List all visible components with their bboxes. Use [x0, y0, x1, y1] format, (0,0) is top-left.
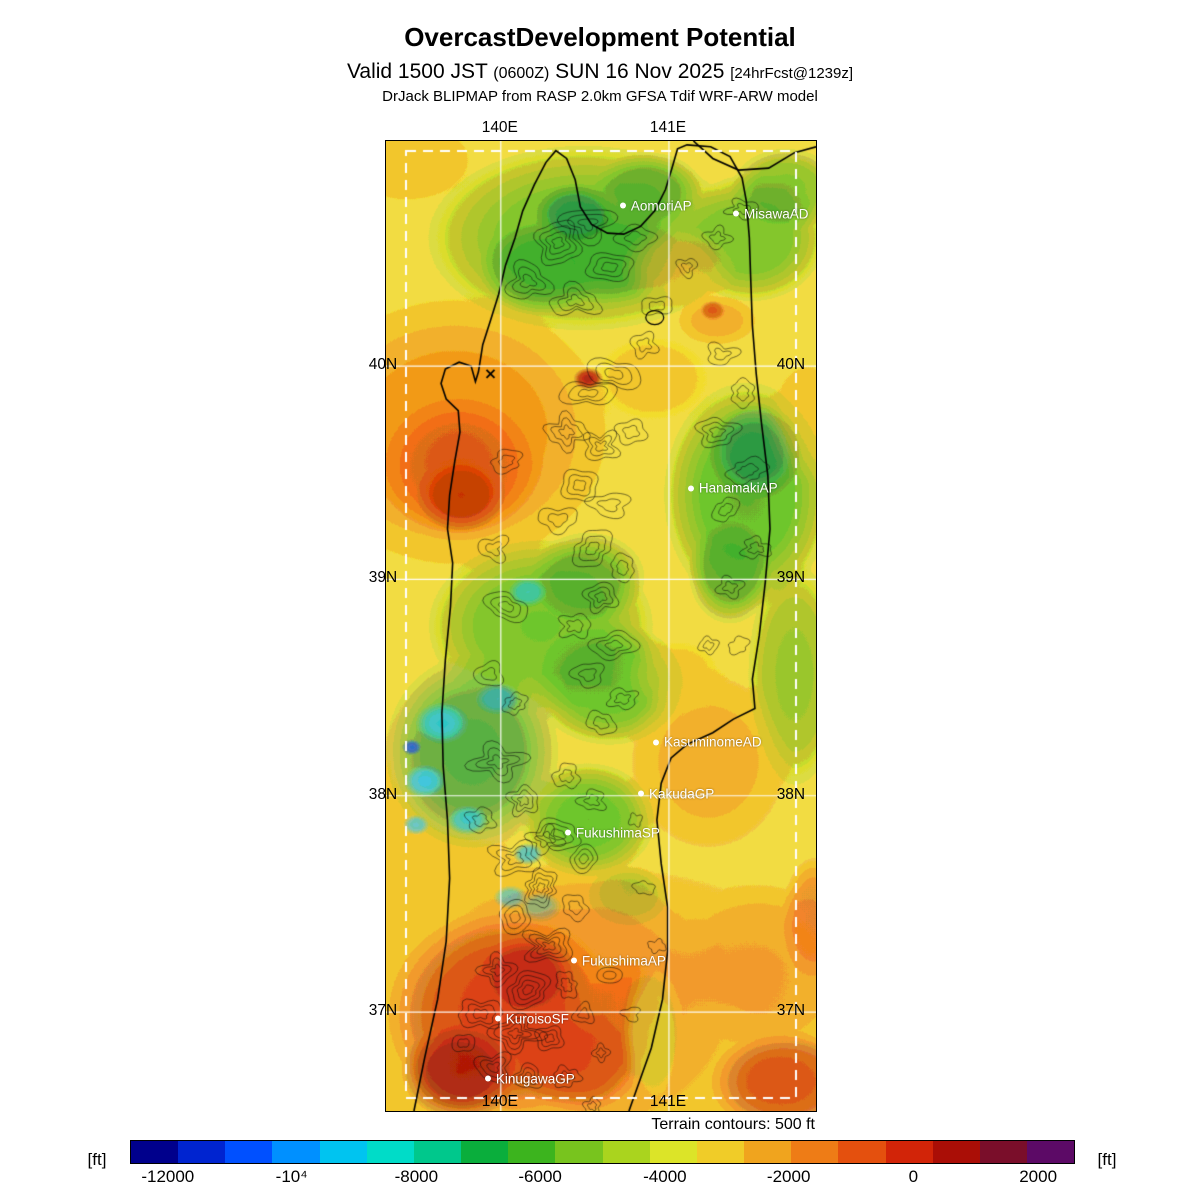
colorbar-segment-0 [131, 1141, 179, 1163]
colorbar-segment-14 [791, 1141, 839, 1163]
station-KuroisoSF: KuroisoSF [494, 1011, 569, 1027]
lat-label-right-37N: 37N [776, 1002, 806, 1020]
lat-label-left-37N: 37N [368, 1002, 398, 1020]
colorbar-segment-10 [602, 1141, 650, 1163]
colorbar-segment-16 [885, 1141, 933, 1163]
station-dot-icon [637, 790, 644, 797]
station-label: KuroisoSF [505, 1011, 569, 1027]
lat-label-left-39N: 39N [368, 569, 398, 587]
station-KasuminomeAD: KasuminomeAD [653, 735, 762, 750]
lon-label-top-141E: 141E [649, 119, 687, 136]
colorbar-segment-17 [932, 1141, 980, 1163]
colorbar-segment-18 [979, 1141, 1027, 1163]
station-HanamakiAP: HanamakiAP [687, 480, 778, 496]
lon-label-bottom-140E: 140E [481, 1093, 518, 1110]
station-FukushimaAP: FukushimaAP [570, 953, 666, 969]
lat-label-right-39N: 39N [776, 569, 806, 587]
colorbar-segment-13 [744, 1141, 792, 1163]
colorbar-tick--4000: -4000 [643, 1167, 687, 1186]
station-FukushimaSP: FukushimaSP [564, 825, 660, 841]
station-label: KinugawaGP [495, 1071, 575, 1087]
lat-label-right-38N: 38N [776, 785, 806, 803]
lon-label-bottom-141E: 141E [649, 1093, 687, 1110]
valid-fcst: [24hrFcst@1239z] [730, 65, 854, 82]
colorbar-tick-0: 0 [908, 1167, 919, 1186]
colorbar-tick--2000: -2000 [766, 1167, 811, 1186]
station-dot-icon [653, 739, 660, 746]
station-label: AomoriAP [630, 198, 692, 214]
colorbar-segment-7 [461, 1141, 509, 1163]
colorbar-segment-8 [508, 1141, 556, 1163]
model-line: DrJack BLIPMAP from RASP 2.0km GFSA Tdif… [382, 88, 818, 105]
station-dot-icon [484, 1075, 491, 1082]
colorbar-tick--12000: -12000 [141, 1167, 195, 1186]
station-label: FukushimaSP [575, 825, 660, 841]
colorbar-segment-4 [319, 1141, 367, 1163]
map-canvas [386, 141, 816, 1111]
lon-label-top-140E: 140E [481, 119, 518, 136]
station-dot-icon [733, 210, 740, 217]
station-MisawaAD: MisawaAD [733, 206, 809, 221]
lat-label-left-38N: 38N [368, 785, 398, 803]
colorbar-tick--6000: -6000 [518, 1167, 562, 1186]
colorbar-tick-2000: 2000 [1019, 1167, 1058, 1186]
colorbar-segment-2 [225, 1141, 273, 1163]
station-label: KakudaGP [648, 786, 715, 802]
colorbar-segment-15 [838, 1141, 886, 1163]
station-label: HanamakiAP [698, 480, 778, 496]
station-dot-icon [687, 485, 694, 492]
station-label: MisawaAD [744, 206, 809, 222]
page-title: OvercastDevelopment Potential [404, 22, 796, 52]
colorbar-segment-5 [366, 1141, 414, 1163]
colorbar [130, 1140, 1075, 1164]
station-KinugawaGP: KinugawaGP [484, 1071, 575, 1087]
station-dot-icon [494, 1015, 501, 1022]
colorbar-segment-1 [178, 1141, 226, 1163]
colorbar-unit-left: [ft] [87, 1150, 107, 1169]
station-label: FukushimaAP [581, 953, 666, 969]
lat-label-left-40N: 40N [368, 356, 398, 374]
lat-label-right-40N: 40N [776, 356, 806, 374]
station-dot-icon [564, 829, 571, 836]
colorbar-segment-9 [555, 1141, 603, 1163]
colorbar-segment-3 [272, 1141, 320, 1163]
station-AomoriAP: AomoriAP [619, 198, 692, 214]
colorbar-segment-19 [1026, 1141, 1075, 1163]
valid-date: SUN 16 Nov 2025 [549, 60, 731, 83]
valid-time-line: Valid 1500 JST (0600Z) SUN 16 Nov 2025 [… [0, 60, 1200, 84]
station-layer: AomoriAP MisawaAD HanamakiAP KasuminomeAD Ka… [386, 141, 816, 1111]
station-KakudaGP: KakudaGP [637, 786, 715, 802]
station-dot-icon [570, 957, 577, 964]
terrain-contours-note: Terrain contours: 500 ft [651, 1116, 815, 1133]
station-label: KasuminomeAD [664, 734, 762, 750]
map-plot: AomoriAP MisawaAD HanamakiAP KasuminomeAD Ka… [385, 140, 817, 1112]
valid-zulu: (0600Z) [493, 65, 550, 82]
station-dot-icon [619, 202, 626, 209]
colorbar-tick--10⁴: -10⁴ [275, 1167, 308, 1186]
colorbar-unit-right: [ft] [1097, 1150, 1117, 1169]
valid-prefix: Valid 1500 JST [346, 60, 494, 83]
colorbar-segment-11 [649, 1141, 697, 1163]
colorbar-segment-6 [413, 1141, 462, 1163]
colorbar-segment-12 [696, 1141, 745, 1163]
colorbar-tick--8000: -8000 [394, 1167, 439, 1186]
